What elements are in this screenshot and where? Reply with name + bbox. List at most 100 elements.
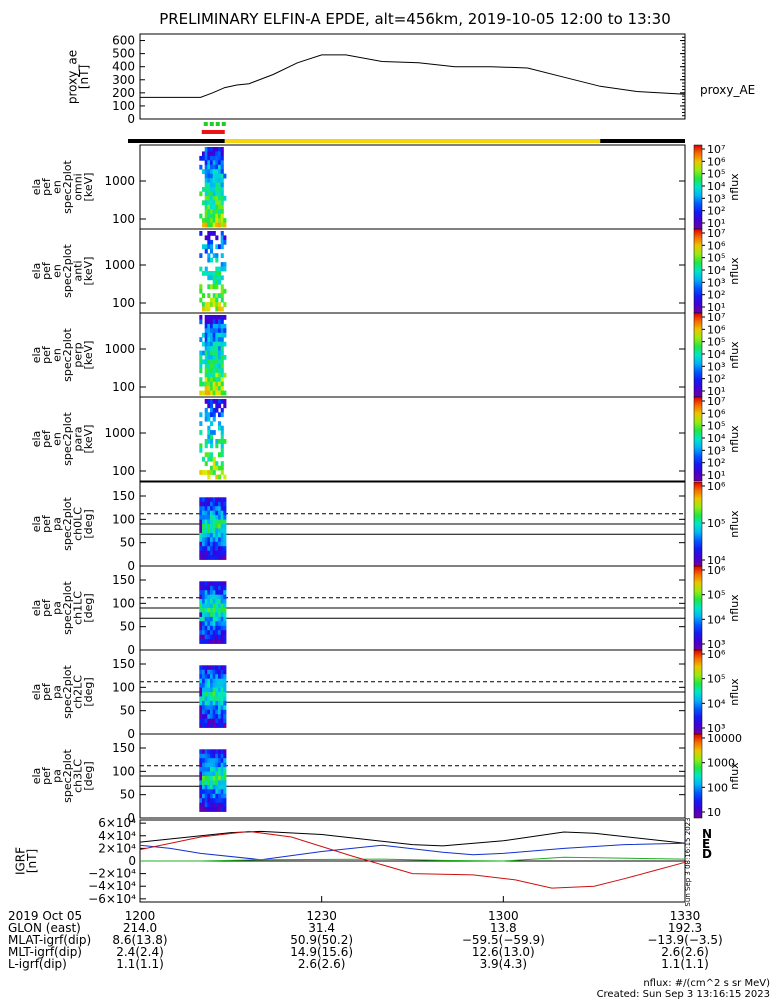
spectrogram-pixel [202,187,206,192]
spectrogram-pixel [220,753,224,759]
spectrogram-pixel [204,616,208,622]
spectrogram-pixel [202,625,206,631]
spectrogram-pixel [215,209,219,214]
spectrogram-pixel [218,187,222,192]
colorbar-tick-label: 10⁵ [707,673,725,686]
spectrogram-pixel [202,621,206,627]
spectrogram-pixel [215,612,219,618]
spectrogram-pixel [215,160,219,166]
spectrogram-pixel [212,692,216,697]
spectrogram-pixel [212,515,216,520]
spectrogram-pixel [207,204,211,210]
spectrogram-pixel [204,753,208,759]
spectrogram-pixel [220,328,224,334]
spectrogram-pixel [202,546,206,551]
spectrogram-pixel [212,160,216,166]
spectrogram-pixel [220,465,224,471]
spectrogram-pixel [207,621,211,627]
panel-ylabel-line: anti [72,260,85,281]
spectrogram-pixel [204,377,208,382]
spectrogram-pixel [199,674,203,679]
spectrogram-pixel [199,213,203,219]
colorbar-tick-label: 10⁶ [707,407,726,420]
spectrogram-pixel [220,669,224,675]
spectrogram-pixel [212,541,216,547]
spectrogram-pixel [220,519,224,525]
spectrogram-pixel [218,594,222,600]
spectrogram-pixel [199,603,203,609]
panel-ylabel-line: omni [72,173,85,200]
spectrogram-pixel [204,328,208,334]
footer-row-label: L-igrf(dip) [8,957,67,971]
spectrogram-pixel [215,381,219,387]
spectrogram-pixel [223,630,227,635]
spectrogram-pixel [220,346,224,351]
spectrogram-pixel [220,705,224,711]
spectrogram-pixel [215,639,219,644]
spectrogram-pixel [212,430,216,435]
spectrogram-pixel [199,784,203,790]
spectrogram-pixel [220,510,224,516]
spectrogram-pixel [218,705,222,711]
spectrogram-pixel [218,616,222,622]
spectrogram-pixel [210,239,214,245]
spectrogram-pixel [212,390,216,396]
footer-ephemeris: 2019 Oct 05 1200 1230 1300 1330 GLON (east) 21… [8,896,770,1000]
footer-value: 14.9(15.6) [290,945,353,959]
spectrogram-pixel [218,359,222,365]
spectrogram-pixel [207,474,211,480]
spectrogram-pixel [220,439,224,444]
spectrogram-pixel [202,753,206,759]
spectrogram-pixel [199,612,203,618]
spectrogram-pixel [215,528,219,534]
spectrogram-pixel [210,195,214,201]
spectrogram-pixel [210,297,214,303]
spectrogram-pixel [207,776,211,781]
spectrogram-pixel [204,187,208,192]
spectrogram-pixel [212,767,216,772]
spectrogram-pixel [202,696,206,702]
spectrogram-pixel [210,209,214,214]
colorbar-tick-label: 10⁷ [707,143,725,156]
spectrogram-pixel [220,749,224,755]
spectrogram-pixel [218,793,222,799]
panel-ylabel-line: spec2plot [61,160,74,214]
spectrogram-pixel [199,669,203,675]
spectrogram-pixel [220,213,224,219]
spectrogram-pixel [207,306,211,312]
panel-ylabel-line: spec2plot [61,749,74,803]
spectrogram-pixel [215,173,219,179]
spectrogram-pixel [212,178,216,183]
spectrogram-pixel [199,753,203,759]
spectrogram-pixel [204,594,208,600]
panel-ylabel-line: [deg] [82,677,95,706]
panel-ylabel-line: [keV] [82,425,95,454]
spectrogram-pixel [199,555,203,560]
spectrogram-pixel [210,355,214,360]
spectrogram-pixel [220,515,224,520]
spectrogram-pixel [215,218,219,223]
spectrogram-pixel [199,581,203,587]
spectrogram-pixel [202,501,206,507]
spectrogram-pixel [218,771,222,777]
spectrogram-pixel [215,705,219,711]
spectrogram-pixel [220,443,224,449]
spectrogram-pixel [215,616,219,622]
spectrogram-pixel [202,470,206,475]
spectrogram-pixel [220,430,224,435]
spectrogram-pixel [207,182,211,188]
spectrogram-pixel [207,209,211,214]
footer-row-label: MLT-igrf(dip) [8,945,82,959]
spectrogram-pixel [199,709,203,715]
footer-row-label: 2019 Oct 05 [8,909,82,923]
spectrogram-pixel [210,222,214,228]
spectrogram-pixel [212,372,216,378]
spectrogram-pixel [223,235,227,241]
spectrogram-pixel [204,155,208,161]
spectrogram-pixel [202,789,206,795]
spectrogram-pixel [220,683,224,688]
spectrogram-pixel [218,346,222,351]
